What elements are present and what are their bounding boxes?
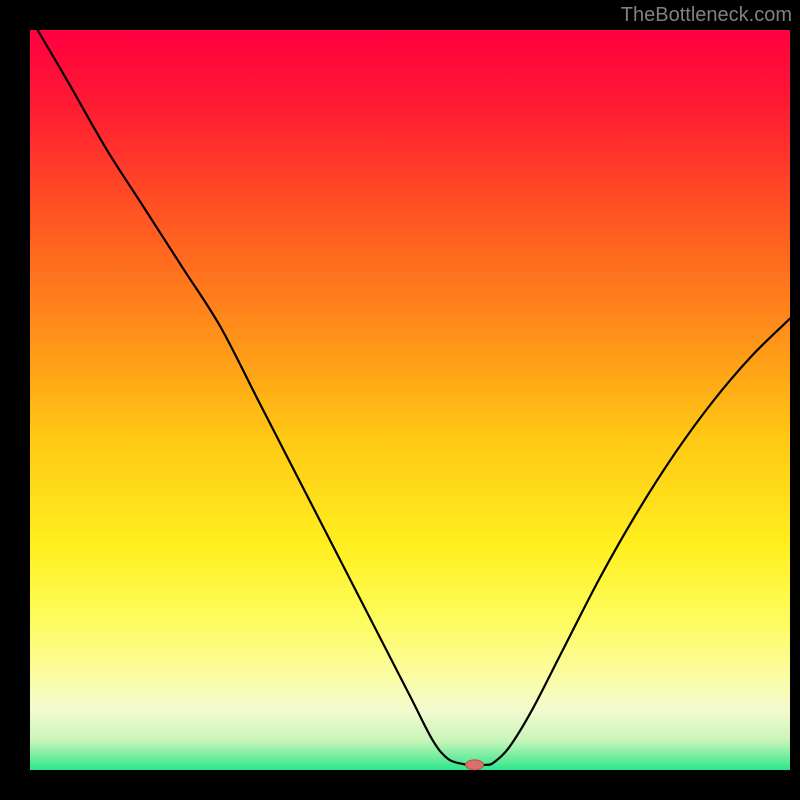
watermark-text: TheBottleneck.com	[621, 4, 792, 27]
chart-svg	[0, 0, 800, 800]
bottleneck-chart	[0, 0, 800, 800]
